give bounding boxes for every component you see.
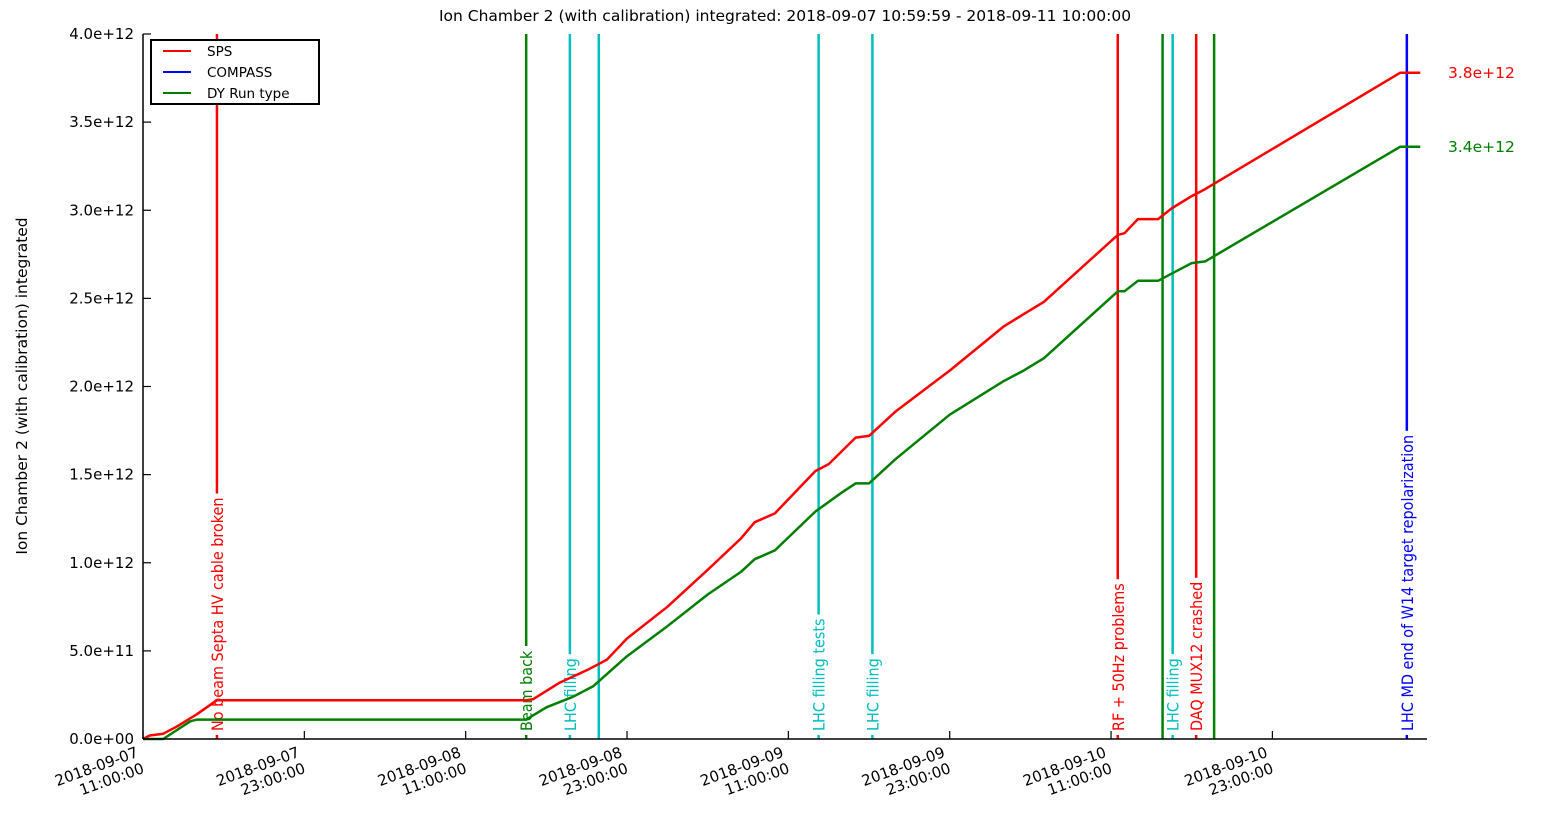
series-end-label: 3.8e+12: [1448, 64, 1515, 82]
series-end-label: 3.4e+12: [1448, 138, 1515, 156]
axes: 0.0e+00 5.0e+11 1.0e+12 1.5e+12 2.0e+12 2.5e+…: [53, 25, 1427, 799]
y-tick-label: 2.0e+12: [69, 378, 134, 396]
annotation-label: DAQ MUX12 crashed: [1187, 582, 1206, 731]
y-tick-label: 3.0e+12: [69, 201, 134, 219]
series-end-labels: 3.8e+12 3.4e+12: [1448, 64, 1515, 156]
series-line-sps: [142, 71, 1421, 741]
y-tick-label: 0.0e+00: [69, 730, 134, 748]
annotation-label-bg: [1188, 577, 1205, 735]
annotation-label-bg: [864, 654, 881, 735]
y-tick-label: 4.0e+12: [69, 25, 134, 43]
annotation-label: Beam back: [517, 650, 536, 731]
annotation-label: LHC filling: [1164, 658, 1183, 731]
annotation-label-bg: [208, 493, 225, 735]
annotation-label: LHC filling: [863, 658, 882, 731]
y-tick-label: 1.0e+12: [69, 554, 134, 572]
annotation-label-bg: [1109, 579, 1126, 735]
annotation-label-bg: [1398, 430, 1415, 735]
y-tick-label: 1.5e+12: [69, 466, 134, 484]
legend: SPS COMPASS DY Run type: [150, 39, 320, 105]
annotation-label: RF + 50Hz problems: [1109, 583, 1128, 731]
annotation-label-bg: [1164, 654, 1181, 735]
annotation-label: No beam Septa HV cable broken: [208, 497, 227, 731]
annotation-lines: No beam Septa HV cable broken Beam back LH…: [208, 34, 1417, 739]
y-tick-label: 5.0e+11: [69, 642, 134, 660]
y-tick-label: 2.5e+12: [69, 289, 134, 307]
annotation-label-bg: [561, 654, 578, 735]
y-tick-label: 3.5e+12: [69, 113, 134, 131]
annotation-label: LHC MD end of W14 target repolarization: [1398, 435, 1417, 731]
chart-title: Ion Chamber 2 (with calibration) integra…: [439, 7, 1131, 25]
legend-label: DY Run type: [207, 86, 290, 102]
annotation-label-bg: [518, 645, 535, 735]
series-line-dy-run-type: [143, 145, 1421, 741]
legend-label: COMPASS: [207, 65, 272, 81]
y-axis-label: Ion Chamber 2 (with calibration) integra…: [13, 217, 31, 554]
annotation-label: LHC filling tests: [810, 618, 829, 731]
annotation-label-bg: [810, 614, 827, 735]
legend-label: SPS: [207, 44, 232, 60]
series-lines: [142, 71, 1421, 741]
